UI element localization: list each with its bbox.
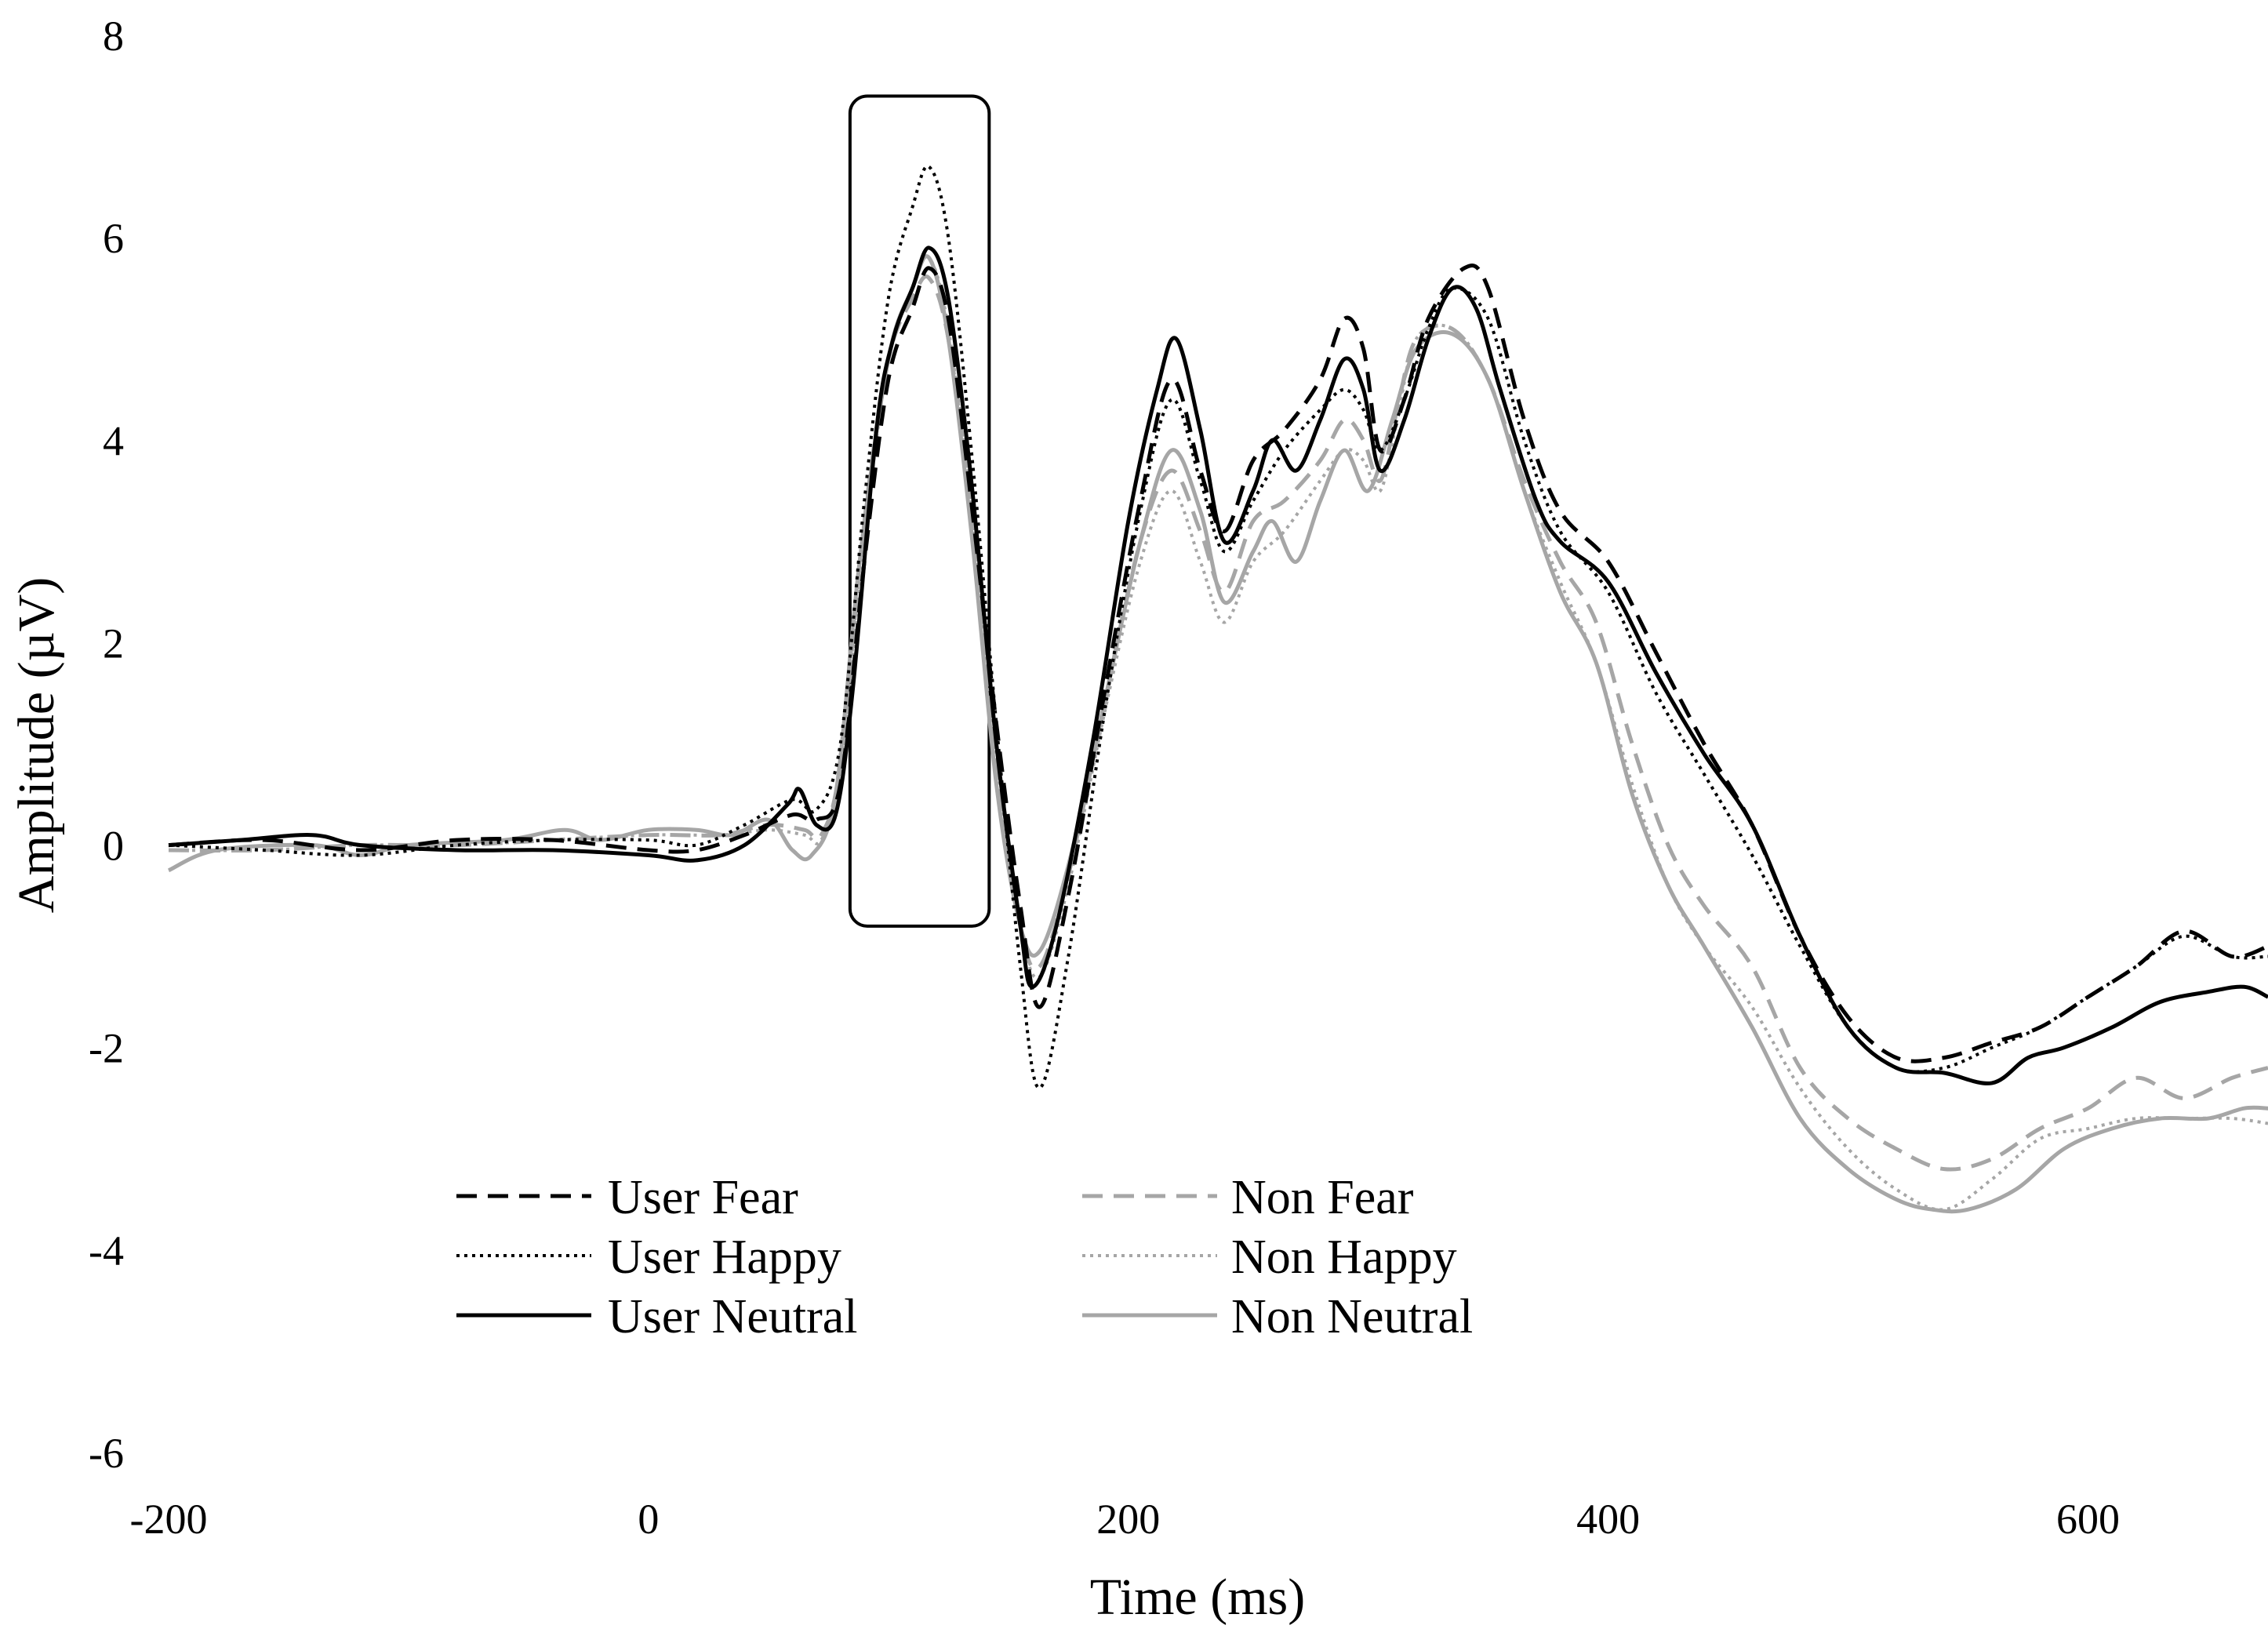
y-tick-label: 4 [103, 417, 124, 464]
legend-label: Non Neutral [1231, 1290, 1473, 1343]
x-tick-label: 0 [638, 1496, 659, 1543]
legend-label: User Fear [608, 1171, 798, 1224]
highlight-box [848, 94, 991, 928]
legend-label: Non Happy [1231, 1231, 1457, 1284]
series-line-non-happy [168, 255, 2268, 1212]
legend: User Fear User Happy User Neutral Non Fear N… [456, 1171, 1473, 1343]
x-tick-label: 400 [1576, 1496, 1640, 1543]
y-tick-label: -6 [89, 1430, 124, 1477]
y-tick-label: 2 [103, 620, 124, 667]
y-tick-labels: -6 -4 -2 0 2 4 6 8 [89, 13, 124, 1477]
x-tick-label: -200 [130, 1496, 208, 1543]
series-line-non-neutral [167, 254, 2268, 1214]
legend-label: User Happy [608, 1231, 841, 1284]
y-tick-label: 6 [103, 215, 124, 262]
y-tick-label: 8 [103, 13, 124, 60]
legend-label: Non Fear [1231, 1171, 1414, 1224]
series-layer [167, 164, 2268, 1214]
y-tick-label: 0 [103, 823, 124, 870]
y-tick-label: -4 [89, 1227, 124, 1274]
x-tick-label: 600 [2056, 1496, 2120, 1543]
x-tick-label: 200 [1096, 1496, 1160, 1543]
series-line-user-happy [168, 164, 2268, 1090]
x-tick-labels: -200 0 200 400 600 [130, 1496, 2121, 1543]
series-line-non-fear [168, 274, 2268, 1172]
y-axis-title: Amplitude (µV) [8, 577, 65, 913]
legend-label: User Neutral [608, 1290, 857, 1343]
series-line-user-fear [168, 264, 2268, 1063]
series-line-user-neutral [168, 245, 2268, 1085]
annotations-layer [848, 94, 991, 928]
x-axis-title: Time (ms) [1090, 1569, 1305, 1626]
y-tick-label: -2 [89, 1025, 124, 1072]
